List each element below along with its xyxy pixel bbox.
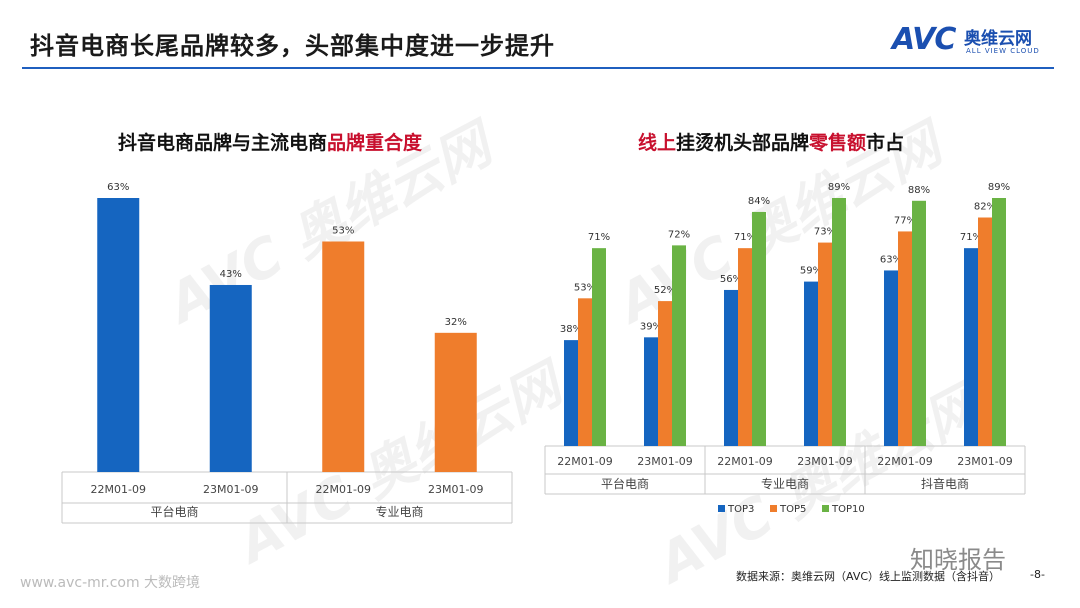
avc-logo: AVC 奥维云网 ALL VIEW CLOUD <box>892 22 1062 62</box>
chart2-data-label: 72% <box>668 229 690 240</box>
zhixiao-watermark: 知晓报告 <box>910 546 1006 574</box>
chart2-data-label: 89% <box>828 182 850 193</box>
website-watermark: www.avc-mr.com 大数跨境 <box>20 575 201 591</box>
chart1-category-label: 23M01-09 <box>428 483 483 496</box>
chart2-data-label: 77% <box>894 215 916 226</box>
chart1-group-label: 平台电商 <box>150 504 198 519</box>
chart2-category-label: 23M01-09 <box>957 455 1012 468</box>
chart2-category-label: 22M01-09 <box>717 455 772 468</box>
legend-swatch-top5 <box>770 505 777 512</box>
chart2-title-highlight-1: 线上 <box>638 132 677 154</box>
chart2-bar-top5 <box>738 248 752 446</box>
logo-chinese-name: 奥维云网 <box>964 29 1032 49</box>
chart2-bar-top3 <box>884 270 898 446</box>
chart2-data-label: 71% <box>734 232 756 243</box>
chart2-data-label: 53% <box>574 282 596 293</box>
chart2-bar-top3 <box>804 281 818 446</box>
chart2-data-label: 71% <box>588 232 610 243</box>
chart2-bar-top10 <box>752 211 766 446</box>
chart2-data-label: 89% <box>988 182 1010 193</box>
legend-label-top5: TOP5 <box>779 504 806 515</box>
chart1-title-highlight: 品牌重合度 <box>327 132 423 154</box>
chart2-data-label: 63% <box>880 254 902 265</box>
chart1-data-label: 32% <box>445 317 467 328</box>
chart1-title-text: 抖音电商品牌与主流电商 <box>118 132 328 154</box>
chart2-bar-top10 <box>672 245 686 446</box>
chart2-data-label: 73% <box>814 227 836 238</box>
chart2-group-label: 平台电商 <box>601 476 649 491</box>
chart1-category-label: 23M01-09 <box>203 483 258 496</box>
chart2-group-label: 专业电商 <box>761 476 809 491</box>
chart2-bar-top3 <box>564 340 578 446</box>
chart2-category-label: 22M01-09 <box>557 455 612 468</box>
chart2-bar-top3 <box>724 289 738 446</box>
chart1-group-label: 专业电商 <box>375 504 423 519</box>
chart1-bar <box>209 284 252 472</box>
chart1-data-label: 43% <box>220 269 242 280</box>
chart1-category-label: 22M01-09 <box>91 483 146 496</box>
chart1-bar <box>97 198 140 472</box>
chart2-bar-top5 <box>578 298 592 446</box>
chart2-bar-top5 <box>978 217 992 446</box>
chart2-data-label: 82% <box>974 202 996 213</box>
chart2-bar-top10 <box>992 198 1006 446</box>
chart2-data-label: 38% <box>560 324 582 335</box>
chart1-bar <box>434 332 477 472</box>
chart2-title-text: 挂烫机头部品牌 <box>676 132 810 154</box>
chart2-data-label: 84% <box>748 196 770 207</box>
chart2-data-label: 39% <box>640 321 662 332</box>
chart2-data-label: 59% <box>800 266 822 277</box>
chart2-data-label: 71% <box>960 232 982 243</box>
data-source-note: 数据来源：奥维云网（AVC）线上监测数据（含抖音） <box>736 570 1001 583</box>
chart2-title-end: 市占 <box>866 132 905 154</box>
chart2-bar-top5 <box>818 242 832 446</box>
legend-swatch-top3 <box>718 505 725 512</box>
logo-english-name: ALL VIEW CLOUD <box>966 47 1040 55</box>
logo-mark: AVC <box>892 22 956 57</box>
chart2-title: 线上挂烫机头部品牌零售额市占 <box>638 128 904 155</box>
chart2-bar-top10 <box>912 200 926 446</box>
chart1-data-label: 63% <box>107 182 129 193</box>
chart1-title: 抖音电商品牌与主流电商品牌重合度 <box>118 128 422 155</box>
chart2-bar-top3 <box>644 337 658 446</box>
chart2-group-label: 抖音电商 <box>921 476 969 491</box>
chart1-bar <box>322 241 365 472</box>
chart2-data-label: 88% <box>908 185 930 196</box>
legend-label-top10: TOP10 <box>831 504 865 515</box>
legend-swatch-top10 <box>822 505 829 512</box>
chart2-data-label: 56% <box>720 274 742 285</box>
chart2-category-label: 23M01-09 <box>637 455 692 468</box>
chart2-bar-top5 <box>898 231 912 446</box>
chart2-category-label: 23M01-09 <box>797 455 852 468</box>
chart1-category-label: 22M01-09 <box>316 483 371 496</box>
title-divider <box>22 67 1054 69</box>
legend-label-top3: TOP3 <box>727 504 754 515</box>
chart2-category-label: 22M01-09 <box>877 455 932 468</box>
page-number: -8- <box>1030 568 1045 581</box>
chart2-data-label: 52% <box>654 285 676 296</box>
chart2-bar-top5 <box>658 301 672 446</box>
chart2-title-highlight-2: 零售额 <box>809 132 867 154</box>
chart2-bar-top10 <box>592 248 606 446</box>
page-title: 抖音电商长尾品牌较多，头部集中度进一步提升 <box>30 32 555 60</box>
chart1-data-label: 53% <box>332 225 354 236</box>
chart2-bar-top10 <box>832 198 846 446</box>
chart2-bar-top3 <box>964 248 978 446</box>
